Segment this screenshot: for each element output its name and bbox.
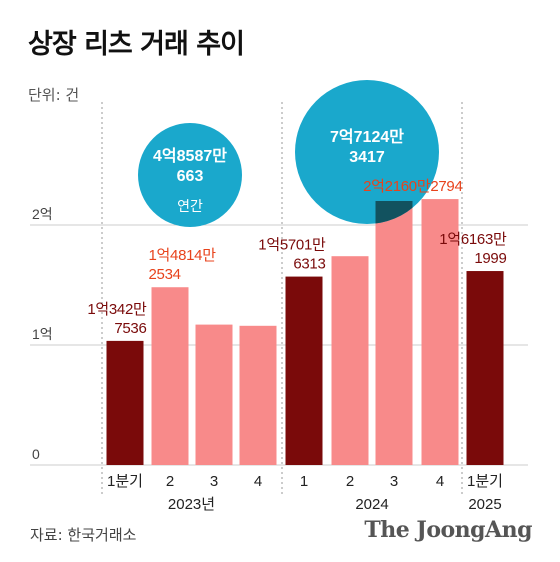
bar-5 xyxy=(331,256,369,465)
y-tick-label: 1억 xyxy=(32,326,53,342)
bar-4 xyxy=(285,276,323,465)
data-label: 1억4814만 xyxy=(149,247,217,264)
bar-0 xyxy=(106,340,144,465)
group-label: 2024 xyxy=(355,496,388,513)
unit-label: 단위: 건 xyxy=(28,86,80,104)
bar-1 xyxy=(151,287,189,465)
bar-2 xyxy=(195,324,233,465)
data-label: 1999 xyxy=(474,250,506,267)
bar-3 xyxy=(239,325,277,465)
data-label: 1억342만 xyxy=(87,301,147,318)
x-tick-label: 3 xyxy=(390,473,398,490)
y-tick-label: 0 xyxy=(32,446,40,462)
data-label: 6313 xyxy=(293,256,325,273)
group-label: 2023년 xyxy=(168,496,215,513)
y-tick-label: 2억 xyxy=(32,206,53,222)
data-label: 1억5701만 xyxy=(258,237,326,254)
source-label: 자료: 한국거래소 xyxy=(30,526,137,544)
x-tick-label: 2 xyxy=(346,473,354,490)
chart-title: 상장 리츠 거래 추이 xyxy=(28,29,245,60)
data-label: 2억2160만2794 xyxy=(363,178,462,195)
x-tick-label: 1 xyxy=(300,473,308,490)
x-tick-label: 2 xyxy=(166,473,174,490)
annual-total-bubble xyxy=(138,123,242,227)
annual-total-bubble xyxy=(295,80,439,224)
data-label: 1억6163만 xyxy=(439,231,507,248)
data-label: 7536 xyxy=(114,320,146,337)
x-tick-label: 1분기 xyxy=(467,473,503,490)
x-tick-label: 4 xyxy=(254,473,262,490)
bar-8 xyxy=(466,271,504,465)
x-tick-label: 4 xyxy=(436,473,444,490)
bar-7 xyxy=(421,199,459,465)
brand-logo: The JoongAng xyxy=(364,517,532,543)
annual-total-value: 3417 xyxy=(349,149,385,166)
data-label: 2534 xyxy=(149,266,181,283)
x-tick-label: 3 xyxy=(210,473,218,490)
group-label: 2025 xyxy=(468,496,501,513)
x-tick-label: 1분기 xyxy=(107,473,143,490)
bar-6 xyxy=(375,201,413,465)
annual-total-caption: 연간 xyxy=(177,198,203,214)
annual-total-value: 7억7124만 xyxy=(330,127,404,146)
annual-total-value: 4억8587만 xyxy=(153,146,227,165)
annual-total-value: 663 xyxy=(177,168,204,185)
